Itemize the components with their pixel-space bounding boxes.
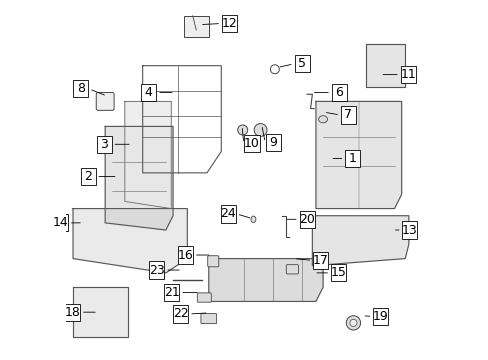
Bar bbox=[372, 308, 387, 325]
Bar bbox=[141, 84, 156, 101]
Text: 22: 22 bbox=[173, 307, 188, 320]
Text: 3: 3 bbox=[100, 138, 108, 151]
Text: 15: 15 bbox=[330, 266, 346, 279]
Text: 24: 24 bbox=[220, 207, 236, 220]
Polygon shape bbox=[208, 258, 323, 301]
Bar bbox=[299, 211, 314, 228]
Bar bbox=[340, 107, 355, 123]
Polygon shape bbox=[312, 216, 408, 266]
Bar bbox=[330, 264, 345, 282]
Bar bbox=[294, 55, 309, 72]
Bar bbox=[312, 252, 327, 269]
Ellipse shape bbox=[318, 116, 327, 123]
FancyBboxPatch shape bbox=[201, 314, 216, 324]
Polygon shape bbox=[73, 287, 128, 337]
Bar bbox=[73, 80, 88, 98]
Text: 23: 23 bbox=[149, 264, 164, 276]
Text: 8: 8 bbox=[77, 82, 85, 95]
FancyBboxPatch shape bbox=[285, 265, 298, 274]
FancyBboxPatch shape bbox=[207, 256, 218, 267]
Bar bbox=[331, 84, 346, 101]
Bar bbox=[81, 168, 95, 185]
Bar bbox=[173, 305, 188, 323]
Bar bbox=[183, 16, 208, 37]
Text: 1: 1 bbox=[348, 152, 356, 165]
Bar bbox=[164, 284, 179, 301]
Text: 7: 7 bbox=[344, 108, 352, 121]
FancyBboxPatch shape bbox=[197, 293, 211, 302]
Ellipse shape bbox=[250, 216, 255, 222]
Text: 17: 17 bbox=[312, 254, 328, 267]
Polygon shape bbox=[124, 102, 171, 208]
Text: 13: 13 bbox=[401, 224, 417, 237]
Bar bbox=[65, 303, 80, 321]
Circle shape bbox=[346, 316, 360, 330]
Text: 14: 14 bbox=[53, 216, 68, 229]
Bar bbox=[244, 135, 259, 152]
Text: 16: 16 bbox=[177, 248, 193, 261]
FancyBboxPatch shape bbox=[96, 93, 114, 111]
Bar bbox=[265, 134, 281, 151]
Polygon shape bbox=[365, 44, 405, 87]
Text: 10: 10 bbox=[244, 137, 260, 150]
Circle shape bbox=[237, 125, 247, 135]
Bar bbox=[222, 15, 237, 32]
Bar bbox=[97, 136, 111, 153]
Text: 6: 6 bbox=[335, 86, 343, 99]
Polygon shape bbox=[315, 102, 401, 208]
Bar bbox=[402, 221, 417, 239]
Text: 20: 20 bbox=[299, 213, 314, 226]
Circle shape bbox=[349, 319, 356, 327]
Text: 18: 18 bbox=[64, 306, 81, 319]
Text: 5: 5 bbox=[297, 57, 305, 71]
Text: 21: 21 bbox=[164, 286, 180, 299]
Bar bbox=[345, 150, 360, 167]
Bar bbox=[400, 66, 415, 83]
Polygon shape bbox=[73, 208, 187, 273]
Text: 12: 12 bbox=[221, 17, 237, 30]
Text: 9: 9 bbox=[269, 136, 277, 149]
Bar bbox=[178, 247, 193, 264]
Bar bbox=[149, 261, 164, 279]
Bar bbox=[53, 214, 68, 231]
Polygon shape bbox=[105, 126, 173, 230]
Text: 2: 2 bbox=[84, 170, 92, 183]
Circle shape bbox=[254, 123, 266, 136]
Text: 4: 4 bbox=[144, 86, 152, 99]
Text: 11: 11 bbox=[399, 68, 415, 81]
Text: 19: 19 bbox=[372, 310, 387, 323]
Bar bbox=[221, 205, 235, 222]
